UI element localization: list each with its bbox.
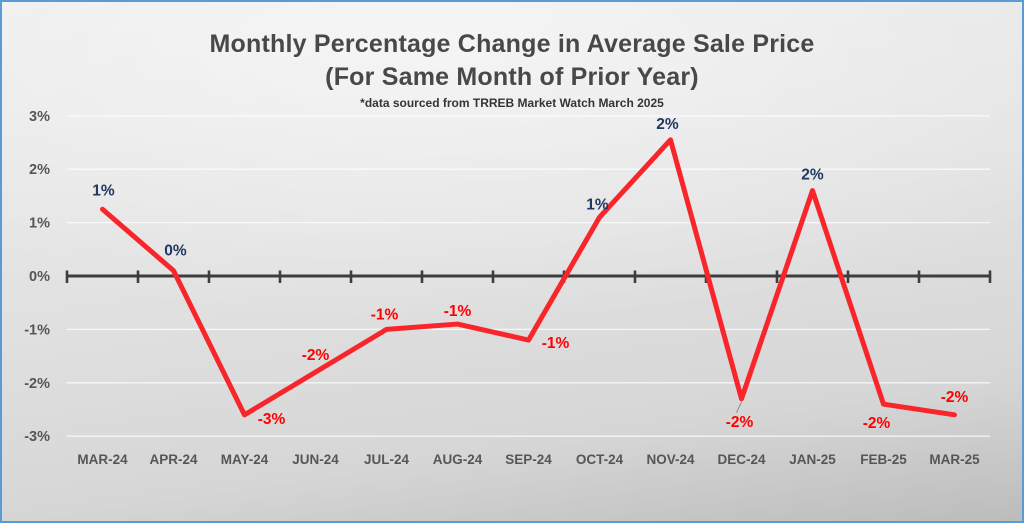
x-axis: [65, 270, 992, 283]
x-tick-label: DEC-24: [717, 452, 766, 467]
gridlines: [67, 115, 990, 437]
data-label: -2%: [726, 414, 754, 431]
data-label: -1%: [542, 335, 570, 352]
x-tick-label: JAN-25: [789, 452, 836, 467]
data-label: -1%: [371, 306, 399, 323]
x-axis-labels: MAR-24 APR-24 MAY-24 JUN-24 JUL-24 AUG-24 SEP-…: [77, 452, 980, 467]
x-tick-label: APR-24: [149, 452, 198, 467]
y-tick-label: -2%: [24, 376, 50, 392]
chart-title-line2: (For Same Month of Prior Year): [325, 62, 699, 91]
x-tick-label: JUN-24: [292, 452, 339, 467]
data-label: 2%: [801, 167, 824, 184]
x-tick-label: MAY-24: [221, 452, 269, 467]
data-label: -3%: [258, 411, 286, 428]
y-tick-label: 2%: [29, 162, 50, 178]
data-label: 0%: [164, 243, 187, 260]
x-tick-label: NOV-24: [646, 452, 695, 467]
data-label: 2%: [656, 116, 679, 133]
y-tick-label: -3%: [24, 429, 50, 445]
y-axis-labels: 3% 2% 1% 0% -1% -2% -3%: [24, 109, 50, 445]
y-tick-label: 0%: [29, 269, 50, 285]
data-label: -2%: [941, 389, 969, 406]
data-labels: 1% 0% -3% -2% -1% -1% -1% 1% 2% -2% 2% -2% -2%: [92, 116, 968, 432]
x-tick-label: SEP-24: [505, 452, 552, 467]
data-label: -1%: [444, 303, 472, 320]
y-tick-label: 1%: [29, 216, 50, 232]
label-leader-line: [736, 401, 742, 414]
x-tick-label: JUL-24: [364, 452, 410, 467]
x-tick-label: OCT-24: [576, 452, 624, 467]
data-label: 1%: [92, 182, 115, 199]
y-tick-label: 3%: [29, 109, 50, 125]
x-tick-label: FEB-25: [860, 452, 907, 467]
chart-header: Monthly Percentage Change in Average Sal…: [2, 28, 1022, 112]
series-line: [100, 137, 957, 418]
data-label: 1%: [586, 196, 609, 213]
chart-subtitle: *data sourced from TRREB Market Watch Ma…: [360, 96, 664, 110]
data-label: -2%: [302, 347, 330, 364]
y-tick-label: -1%: [24, 322, 50, 338]
x-tick-label: MAR-25: [929, 452, 980, 467]
data-label: -2%: [863, 415, 891, 432]
x-tick-label: AUG-24: [433, 452, 483, 467]
chart-title-line1: Monthly Percentage Change in Average Sal…: [209, 30, 815, 58]
x-tick-label: MAR-24: [77, 452, 128, 467]
